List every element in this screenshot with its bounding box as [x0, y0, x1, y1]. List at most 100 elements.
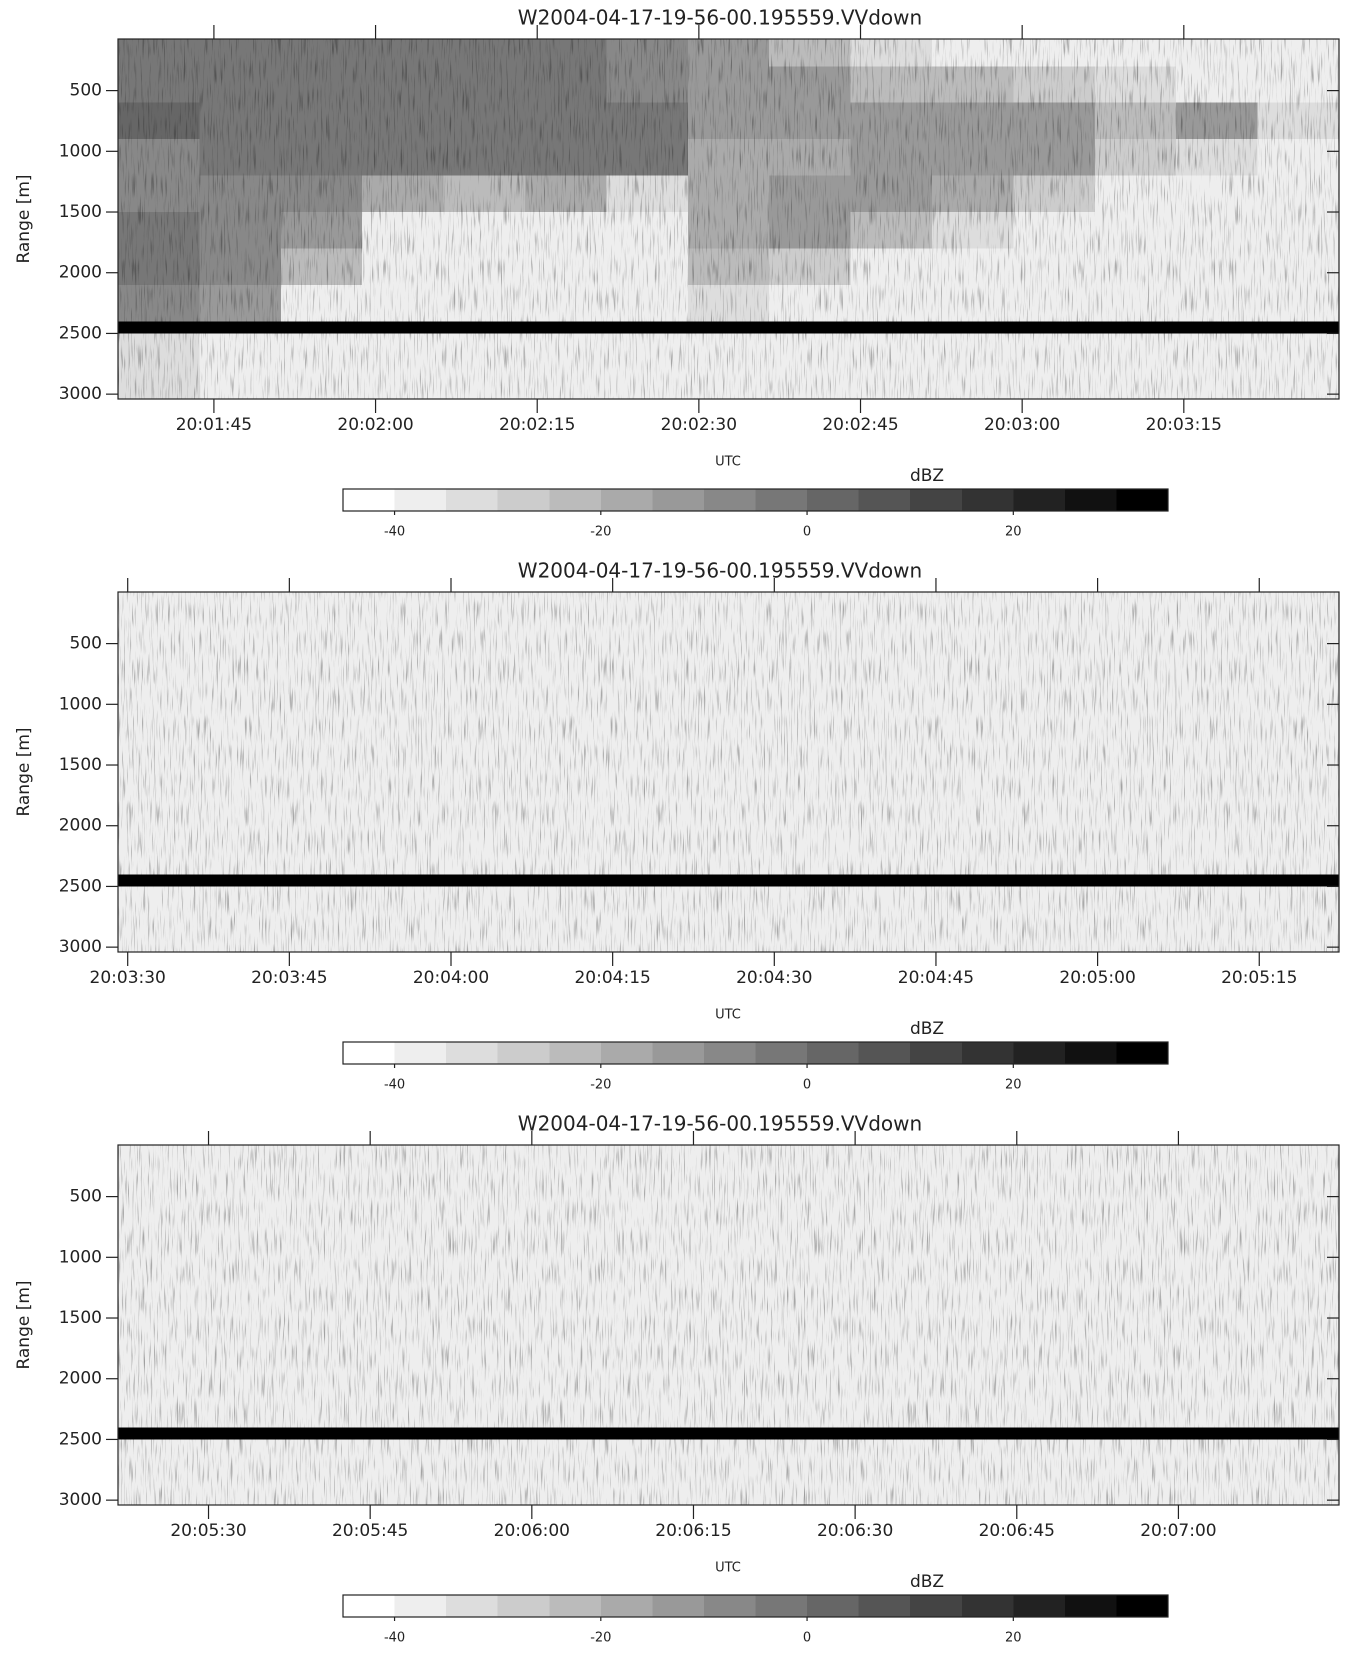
colorbar-tick-label: 0 [803, 1078, 811, 1093]
colorbar-step [497, 1042, 550, 1064]
colorbar-step [703, 1042, 756, 1064]
y-tick-label: 3000 [59, 937, 102, 957]
colorbar-tick-label: 20 [1005, 525, 1022, 540]
colorbar-tick-label: 20 [1005, 1631, 1022, 1646]
chart-title: W2004-04-17-19-56-00.195559.VVdown [518, 1112, 922, 1136]
colorbar-step [1064, 1042, 1117, 1064]
colorbar-step [549, 489, 602, 511]
heatmap [118, 39, 1339, 399]
x-tick-label: 20:05:45 [332, 1521, 408, 1541]
colorbar-step [1013, 489, 1066, 511]
x-tick-label: 20:05:30 [170, 1521, 246, 1541]
colorbar-step [600, 489, 653, 511]
colorbar-tick-label: -20 [590, 1631, 611, 1646]
heatmap [118, 592, 1339, 952]
colorbar-step [858, 489, 911, 511]
colorbar-step [807, 1595, 860, 1617]
colorbar-tick-label: -40 [384, 525, 405, 540]
y-tick-label: 2000 [59, 263, 102, 283]
colorbar-step [910, 1595, 963, 1617]
colorbar-step [549, 1042, 602, 1064]
x-axis-label: UTC [715, 455, 741, 470]
y-tick-label: 500 [70, 634, 102, 654]
y-tick-label: 2500 [59, 1429, 102, 1449]
x-tick-label: 20:04:45 [898, 968, 974, 988]
y-tick-label: 2000 [59, 816, 102, 836]
plot-frame [117, 1144, 1340, 1506]
y-tick-label: 2000 [59, 1369, 102, 1389]
colorbar-step [1116, 1042, 1169, 1064]
colorbar-tick-label: -20 [590, 1078, 611, 1093]
colorbar-step [600, 1595, 653, 1617]
x-tick-label: 20:02:15 [499, 415, 575, 435]
y-tick-label: 1500 [59, 755, 102, 775]
x-tick-label: 20:02:45 [822, 415, 898, 435]
colorbar-step [961, 489, 1014, 511]
colorbar-step [446, 489, 499, 511]
colorbar-step [1064, 1595, 1117, 1617]
colorbar-tick-label: -40 [384, 1631, 405, 1646]
x-tick-label: 20:04:15 [574, 968, 650, 988]
colorbar-step [755, 1042, 808, 1064]
y-tick-label: 3000 [59, 384, 102, 404]
x-axis-label: UTC [715, 1008, 741, 1023]
colorbar-label: dBZ [910, 466, 944, 486]
heatmap [118, 1145, 1339, 1505]
colorbar-step [1013, 1042, 1066, 1064]
y-tick-label: 1000 [59, 694, 102, 714]
colorbar-step [343, 1042, 396, 1064]
x-tick-label: 20:01:45 [176, 415, 252, 435]
colorbar-step [497, 1595, 550, 1617]
x-tick-label: 20:07:00 [1140, 1521, 1216, 1541]
plot-frame [117, 591, 1340, 953]
x-tick-label: 20:06:00 [494, 1521, 570, 1541]
x-tick-label: 20:03:00 [984, 415, 1060, 435]
chart-title: W2004-04-17-19-56-00.195559.VVdown [518, 6, 922, 30]
colorbar-frame [342, 1594, 1169, 1618]
colorbar-step [807, 1042, 860, 1064]
colorbar-tick-label: -20 [590, 525, 611, 540]
colorbar-step [652, 489, 705, 511]
y-axis-label: Range [m] [14, 174, 34, 263]
x-tick-label: 20:02:00 [337, 415, 413, 435]
plot-frame [117, 38, 1340, 400]
y-tick-label: 1000 [59, 141, 102, 161]
y-tick-label: 1500 [59, 1308, 102, 1328]
colorbar-step [652, 1595, 705, 1617]
colorbar-step [497, 489, 550, 511]
y-tick-label: 2500 [59, 876, 102, 896]
colorbar-step [446, 1042, 499, 1064]
colorbar-step [1013, 1595, 1066, 1617]
colorbar-step [807, 489, 860, 511]
noise-texture [118, 1145, 1339, 1505]
x-tick-label: 20:03:45 [251, 968, 327, 988]
colorbar-step [858, 1595, 911, 1617]
y-tick-label: 1000 [59, 1247, 102, 1267]
y-axis-label: Range [m] [14, 727, 34, 816]
colorbar-frame [342, 488, 1169, 512]
y-axis-label: Range [m] [14, 1280, 34, 1369]
colorbar-step [549, 1595, 602, 1617]
x-axis-label: UTC [715, 1561, 741, 1576]
colorbar-step [446, 1595, 499, 1617]
colorbar-step [343, 1595, 396, 1617]
colorbar-tick-label: 0 [803, 525, 811, 540]
colorbar-step [910, 489, 963, 511]
x-tick-label: 20:05:15 [1221, 968, 1297, 988]
colorbar-step [858, 1042, 911, 1064]
x-tick-label: 20:06:45 [979, 1521, 1055, 1541]
colorbar-step [1064, 489, 1117, 511]
y-tick-label: 1500 [59, 202, 102, 222]
x-tick-label: 20:04:00 [413, 968, 489, 988]
x-tick-label: 20:03:15 [1146, 415, 1222, 435]
x-tick-label: 20:05:00 [1059, 968, 1135, 988]
x-tick-label: 20:04:30 [736, 968, 812, 988]
chart-title: W2004-04-17-19-56-00.195559.VVdown [518, 559, 922, 583]
colorbar-step [343, 489, 396, 511]
x-tick-label: 20:03:30 [90, 968, 166, 988]
colorbar-frame [342, 1041, 1169, 1065]
colorbar-step [755, 489, 808, 511]
colorbar-tick-label: 20 [1005, 1078, 1022, 1093]
colorbar-step [1116, 489, 1169, 511]
